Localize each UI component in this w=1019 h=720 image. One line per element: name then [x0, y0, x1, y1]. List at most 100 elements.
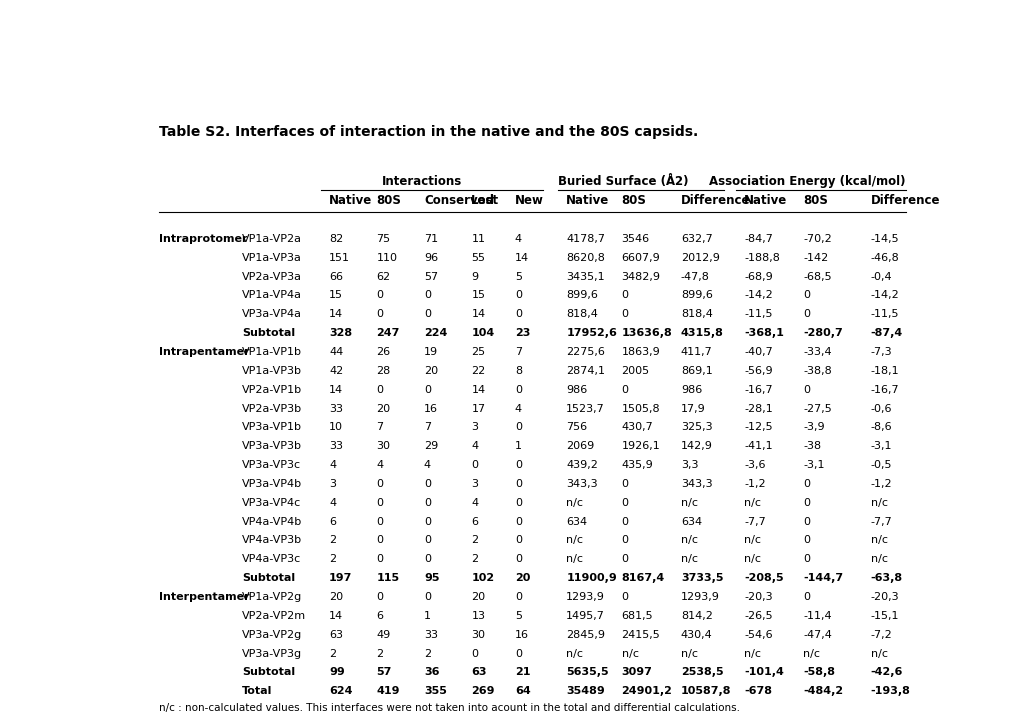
- Text: -46,8: -46,8: [870, 253, 899, 263]
- Text: -8,6: -8,6: [870, 423, 892, 433]
- Text: 20: 20: [329, 592, 342, 602]
- Text: VP1a-VP4a: VP1a-VP4a: [242, 290, 302, 300]
- Text: -68,5: -68,5: [803, 271, 832, 282]
- Text: VP3a-VP4b: VP3a-VP4b: [242, 479, 302, 489]
- Text: 0: 0: [621, 310, 628, 319]
- Text: 0: 0: [471, 649, 478, 659]
- Text: 10: 10: [329, 423, 342, 433]
- Text: 11: 11: [471, 234, 485, 244]
- Text: -14,2: -14,2: [744, 290, 772, 300]
- Text: Total: Total: [242, 686, 272, 696]
- Text: 0: 0: [515, 536, 522, 546]
- Text: VP3a-VP4c: VP3a-VP4c: [242, 498, 301, 508]
- Text: 19: 19: [424, 347, 437, 357]
- Text: -1,2: -1,2: [870, 479, 892, 489]
- Text: 30: 30: [376, 441, 390, 451]
- Text: 247: 247: [376, 328, 399, 338]
- Text: 14: 14: [329, 384, 342, 395]
- Text: 343,3: 343,3: [681, 479, 712, 489]
- Text: 6: 6: [329, 517, 335, 526]
- Text: n/c: n/c: [870, 554, 887, 564]
- Text: 430,4: 430,4: [681, 630, 712, 639]
- Text: 4: 4: [471, 441, 478, 451]
- Text: 0: 0: [424, 592, 430, 602]
- Text: 0: 0: [376, 592, 383, 602]
- Text: 20: 20: [376, 403, 390, 413]
- Text: 0: 0: [424, 536, 430, 546]
- Text: 20: 20: [471, 592, 485, 602]
- Text: VP4a-VP4b: VP4a-VP4b: [242, 517, 302, 526]
- Text: -678: -678: [744, 686, 771, 696]
- Text: 269: 269: [471, 686, 494, 696]
- Text: Difference: Difference: [870, 194, 940, 207]
- Text: -3,1: -3,1: [870, 441, 892, 451]
- Text: 33: 33: [329, 403, 342, 413]
- Text: 0: 0: [621, 536, 628, 546]
- Text: 0: 0: [515, 423, 522, 433]
- Text: n/c : non-calculated values. This interfaces were not taken into acount in the t: n/c : non-calculated values. This interf…: [159, 703, 740, 714]
- Text: -47,4: -47,4: [803, 630, 832, 639]
- Text: 0: 0: [376, 536, 383, 546]
- Text: 818,4: 818,4: [566, 310, 597, 319]
- Text: 3: 3: [329, 479, 335, 489]
- Text: 55: 55: [471, 253, 485, 263]
- Text: 102: 102: [471, 573, 494, 583]
- Text: -38,8: -38,8: [803, 366, 832, 376]
- Text: 2005: 2005: [621, 366, 649, 376]
- Text: 0: 0: [424, 310, 430, 319]
- Text: 0: 0: [515, 498, 522, 508]
- Text: 0: 0: [803, 536, 809, 546]
- Text: 4: 4: [329, 498, 336, 508]
- Text: Intraprotomer: Intraprotomer: [159, 234, 248, 244]
- Text: 0: 0: [424, 479, 430, 489]
- Text: 4: 4: [515, 403, 522, 413]
- Text: -20,3: -20,3: [744, 592, 772, 602]
- Text: 0: 0: [803, 517, 809, 526]
- Text: 9: 9: [471, 271, 478, 282]
- Text: 2: 2: [329, 649, 336, 659]
- Text: 15: 15: [471, 290, 485, 300]
- Text: -0,6: -0,6: [870, 403, 892, 413]
- Text: 0: 0: [376, 517, 383, 526]
- Text: 0: 0: [621, 498, 628, 508]
- Text: -14,5: -14,5: [870, 234, 899, 244]
- Text: 82: 82: [329, 234, 343, 244]
- Text: VP1a-VP3b: VP1a-VP3b: [242, 366, 302, 376]
- Text: 4: 4: [329, 460, 336, 470]
- Text: 17: 17: [471, 403, 485, 413]
- Text: 0: 0: [471, 460, 478, 470]
- Text: n/c: n/c: [744, 498, 760, 508]
- Text: Native: Native: [566, 194, 609, 207]
- Text: -16,7: -16,7: [744, 384, 772, 395]
- Text: 0: 0: [621, 479, 628, 489]
- Text: 899,6: 899,6: [681, 290, 712, 300]
- Text: 0: 0: [376, 554, 383, 564]
- Text: 96: 96: [424, 253, 437, 263]
- Text: 899,6: 899,6: [566, 290, 597, 300]
- Text: Lost: Lost: [471, 194, 499, 207]
- Text: 23: 23: [515, 328, 530, 338]
- Text: 0: 0: [803, 290, 809, 300]
- Text: VP3a-VP2g: VP3a-VP2g: [242, 630, 302, 639]
- Text: -11,5: -11,5: [744, 310, 771, 319]
- Text: 63: 63: [329, 630, 342, 639]
- Text: 624: 624: [329, 686, 353, 696]
- Text: 0: 0: [621, 384, 628, 395]
- Text: 439,2: 439,2: [566, 460, 597, 470]
- Text: 0: 0: [803, 498, 809, 508]
- Text: 104: 104: [471, 328, 494, 338]
- Text: n/c: n/c: [681, 554, 697, 564]
- Text: -14,2: -14,2: [870, 290, 899, 300]
- Text: 2845,9: 2845,9: [566, 630, 604, 639]
- Text: 632,7: 632,7: [681, 234, 712, 244]
- Text: 80S: 80S: [803, 194, 827, 207]
- Text: -18,1: -18,1: [870, 366, 899, 376]
- Text: 411,7: 411,7: [681, 347, 712, 357]
- Text: 0: 0: [803, 592, 809, 602]
- Text: Difference: Difference: [681, 194, 750, 207]
- Text: 681,5: 681,5: [621, 611, 652, 621]
- Text: -0,4: -0,4: [870, 271, 892, 282]
- Text: VP4a-VP3b: VP4a-VP3b: [242, 536, 302, 546]
- Text: -33,4: -33,4: [803, 347, 832, 357]
- Text: 634: 634: [681, 517, 701, 526]
